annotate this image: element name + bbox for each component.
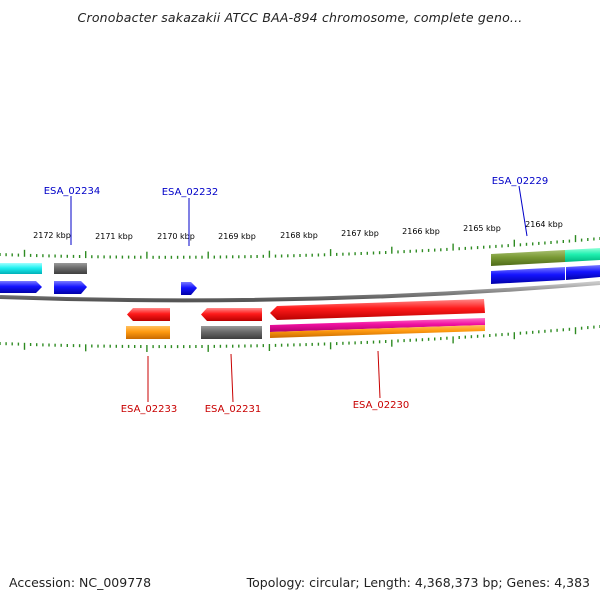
scale-label: 2167 kbp [341, 229, 379, 238]
scale-label: 2171 kbp [95, 232, 133, 241]
map-title: Cronobacter sakazakii ATCC BAA-894 chrom… [77, 10, 523, 25]
gene-labels: ESA_02234 ESA_02232 ESA_02229 ESA_02233 … [44, 176, 549, 415]
gene-arrow[interactable] [270, 299, 485, 320]
feature-block[interactable] [270, 318, 485, 332]
scale-label: 2170 kbp [157, 232, 195, 241]
gene-arrow[interactable] [201, 308, 262, 321]
gene-arrow[interactable] [127, 308, 170, 321]
genome-summary-text: Topology: circular; Length: 4,368,373 bp… [246, 575, 590, 590]
feature-block[interactable] [54, 263, 87, 274]
lower-tick-track [0, 325, 600, 352]
gene-arrow[interactable] [491, 267, 565, 284]
scale-label: 2164 kbp [525, 220, 563, 229]
gene-label-reverse[interactable]: ESA_02231 [205, 404, 262, 415]
forward-features [0, 248, 600, 295]
reverse-features [126, 299, 485, 339]
scale-label: 2169 kbp [218, 232, 256, 241]
accession-text: Accession: NC_009778 [9, 575, 152, 590]
label-leaders [70, 185, 528, 403]
scale-label: 2166 kbp [402, 227, 440, 236]
feature-block[interactable] [126, 326, 170, 339]
leader-line [377, 350, 381, 399]
leader-line [518, 185, 528, 237]
gene-label-forward[interactable]: ESA_02229 [492, 176, 549, 187]
gene-label-reverse[interactable]: ESA_02230 [353, 400, 410, 411]
gene-arrow[interactable] [566, 265, 600, 280]
gene-label-forward[interactable]: ESA_02232 [162, 187, 219, 198]
genome-backbone [0, 281, 600, 303]
gene-arrow[interactable] [54, 281, 87, 294]
upper-tick-track [0, 235, 600, 259]
scale-labels: 2172 kbp 2171 kbp 2170 kbp 2169 kbp 2168… [33, 220, 563, 241]
gene-label-reverse[interactable]: ESA_02233 [121, 404, 178, 415]
feature-block[interactable] [270, 325, 485, 338]
feature-block[interactable] [0, 263, 42, 274]
leader-line [230, 353, 234, 403]
gene-arrow[interactable] [181, 282, 197, 295]
gene-label-forward[interactable]: ESA_02234 [44, 186, 101, 197]
scale-label: 2165 kbp [463, 224, 501, 233]
gene-arrow[interactable] [0, 281, 42, 293]
feature-block[interactable] [491, 250, 565, 266]
scale-label: 2168 kbp [280, 231, 318, 240]
feature-block[interactable] [565, 248, 600, 262]
feature-block[interactable] [201, 326, 262, 339]
scale-label: 2172 kbp [33, 231, 71, 240]
